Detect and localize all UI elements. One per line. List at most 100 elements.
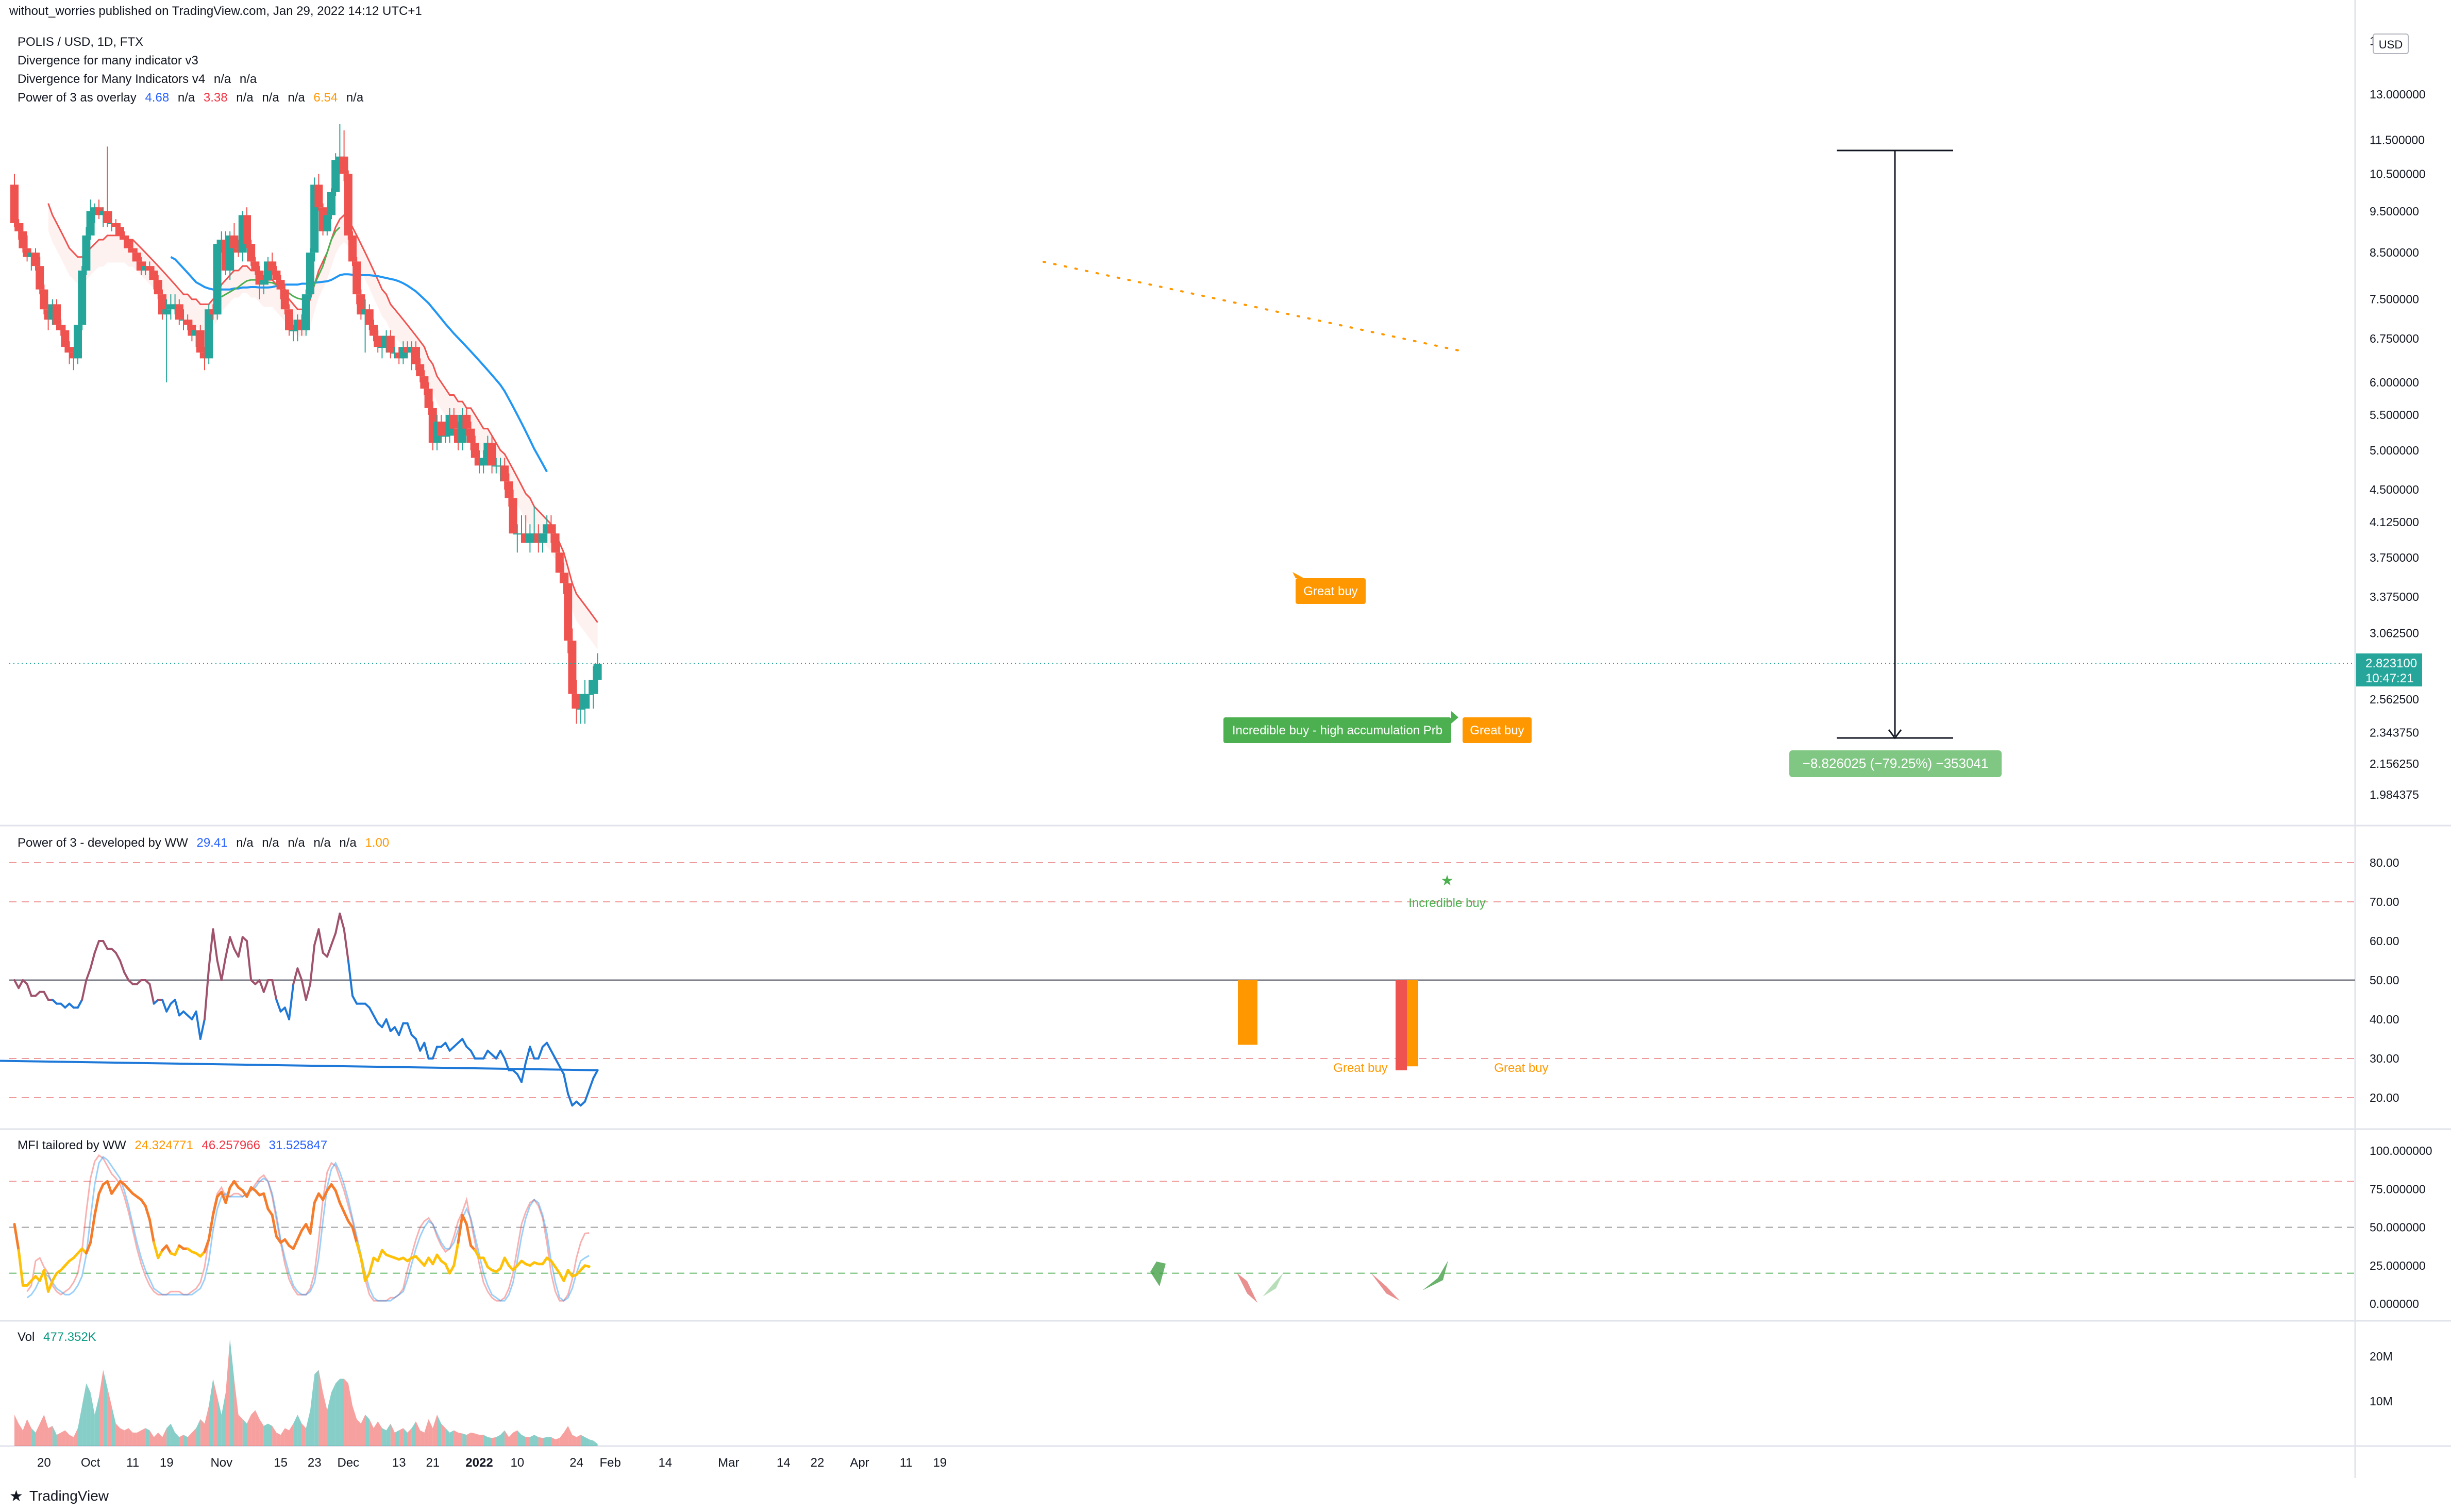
x-axis-tick: 14 bbox=[777, 1456, 791, 1470]
volume-area-segment bbox=[103, 1370, 108, 1446]
volume-area-segment bbox=[593, 1440, 598, 1446]
power3-legend[interactable]: Power of 3 - developed by WW 29.41 n/a n… bbox=[18, 834, 394, 852]
mfi-line-segment bbox=[245, 1186, 253, 1198]
candle-body bbox=[344, 174, 352, 236]
candle-body bbox=[505, 481, 513, 498]
mfi-line-segment bbox=[13, 1223, 20, 1252]
candle-body bbox=[116, 227, 124, 236]
mfi-legend[interactable]: MFI tailored by WW 24.324771 46.257966 3… bbox=[18, 1136, 332, 1155]
volume-area-segment bbox=[407, 1428, 412, 1446]
p3-line-segment bbox=[525, 1046, 531, 1064]
volume-area-segment bbox=[462, 1433, 467, 1446]
indicator-power3-overlay[interactable]: Power of 3 as overlay 4.68 n/a 3.38 n/a … bbox=[18, 89, 368, 107]
x-axis-tick: 19 bbox=[933, 1456, 947, 1470]
tradingview-footer[interactable]: ★ TradingView bbox=[9, 1484, 109, 1508]
vol-tick: 10M bbox=[2370, 1395, 2393, 1408]
volume-area-segment bbox=[52, 1425, 57, 1446]
indicator-divergence-v4[interactable]: Divergence for Many Indicators v4 n/a n/… bbox=[18, 70, 368, 89]
mfi-line-segment bbox=[444, 1263, 451, 1275]
last-price-badge-bg bbox=[2356, 653, 2422, 686]
volume-area-segment bbox=[496, 1435, 500, 1446]
mfi-line-segment bbox=[47, 1279, 54, 1293]
mfi-line-segment bbox=[368, 1256, 375, 1275]
p3-line-segment bbox=[77, 999, 83, 1009]
volume-area-segment bbox=[500, 1430, 505, 1446]
candle-body bbox=[272, 271, 281, 280]
candle-body bbox=[517, 533, 526, 535]
volume-area-segment bbox=[171, 1423, 175, 1446]
volume-area-segment bbox=[69, 1435, 74, 1446]
volume-area-segment bbox=[166, 1423, 171, 1446]
indicator-value: n/a bbox=[236, 836, 254, 850]
currency-badge-bg bbox=[2373, 33, 2409, 54]
indicator-divergence-v3[interactable]: Divergence for many indicator v3 bbox=[18, 54, 198, 68]
candle-body bbox=[200, 352, 209, 359]
mfi-line-segment bbox=[144, 1204, 151, 1221]
mfi-line-segment bbox=[423, 1256, 430, 1267]
p3-line-segment bbox=[499, 1049, 506, 1060]
volume-area-segment bbox=[357, 1419, 361, 1446]
candle-body bbox=[572, 694, 581, 709]
volume-area-segment bbox=[479, 1435, 484, 1446]
volume-area-segment bbox=[82, 1383, 87, 1446]
volume-area-segment bbox=[284, 1428, 289, 1446]
volume-area-segment bbox=[318, 1370, 323, 1446]
candle-body bbox=[412, 347, 420, 364]
vol-legend[interactable]: Vol 477.352K bbox=[18, 1328, 102, 1347]
volume-area-segment bbox=[344, 1379, 348, 1446]
mfi-line-segment bbox=[153, 1241, 160, 1259]
volume-area-segment bbox=[36, 1423, 40, 1446]
volume-area-segment bbox=[196, 1419, 200, 1446]
volume-area-segment bbox=[78, 1405, 82, 1446]
indicator-name: Vol bbox=[18, 1330, 35, 1344]
candle-body bbox=[19, 231, 27, 248]
volume-area-segment bbox=[378, 1421, 382, 1446]
mfi-line-segment bbox=[224, 1186, 231, 1204]
mfi-line-segment bbox=[431, 1253, 439, 1266]
symbol-title[interactable]: POLIS / USD, 1D, FTX bbox=[18, 35, 144, 49]
candle-body bbox=[145, 266, 154, 271]
p3-line-segment bbox=[431, 1046, 438, 1060]
volume-area-segment bbox=[242, 1419, 247, 1446]
volume-area-segment bbox=[86, 1383, 91, 1446]
mfi-divergence-fill bbox=[1263, 1273, 1283, 1297]
candle-body bbox=[560, 573, 568, 583]
volume-area-segment bbox=[445, 1428, 450, 1446]
p3-tick: 70.00 bbox=[2370, 895, 2399, 909]
candle-body bbox=[479, 458, 488, 466]
candle-body bbox=[420, 376, 429, 389]
volume-area-segment bbox=[314, 1370, 319, 1446]
price-tick: 9.500000 bbox=[2370, 205, 2419, 218]
mfi-line-segment bbox=[51, 1272, 58, 1282]
p3-line-segment bbox=[521, 1061, 527, 1083]
candle-body bbox=[530, 533, 539, 535]
x-axis-tick: 2022 bbox=[465, 1456, 493, 1470]
indicator-value: n/a bbox=[262, 836, 279, 850]
x-axis-tick: 24 bbox=[569, 1456, 583, 1470]
mfi-line-segment bbox=[334, 1189, 341, 1204]
mfi-tick: 25.000000 bbox=[2370, 1259, 2426, 1272]
indicator-name: Divergence for Many Indicators v4 bbox=[18, 72, 206, 86]
volume-area-segment bbox=[369, 1419, 374, 1446]
volume-area-segment bbox=[547, 1437, 551, 1446]
volume-area-segment bbox=[183, 1435, 188, 1446]
price-tick: 4.125000 bbox=[2370, 515, 2419, 529]
candle-body bbox=[251, 261, 260, 271]
candle-body bbox=[36, 266, 44, 290]
volume-area-segment bbox=[390, 1423, 395, 1446]
volume-area-segment bbox=[120, 1428, 125, 1446]
candle-body bbox=[378, 347, 387, 348]
x-axis-tick: 10 bbox=[510, 1456, 524, 1470]
p3-line-segment bbox=[199, 1018, 206, 1040]
p3-tick: 60.00 bbox=[2370, 934, 2399, 948]
volume-area-segment bbox=[99, 1370, 104, 1446]
price-tick: 7.500000 bbox=[2370, 293, 2419, 306]
volume-area-segment bbox=[382, 1428, 387, 1446]
candle-body bbox=[547, 524, 556, 534]
indicator-name: MFI tailored by WW bbox=[18, 1138, 126, 1152]
candle-body bbox=[162, 309, 171, 315]
volume-area-segment bbox=[61, 1430, 65, 1446]
p3-tick: 20.00 bbox=[2370, 1091, 2399, 1104]
price-tick: 1.984375 bbox=[2370, 788, 2419, 801]
